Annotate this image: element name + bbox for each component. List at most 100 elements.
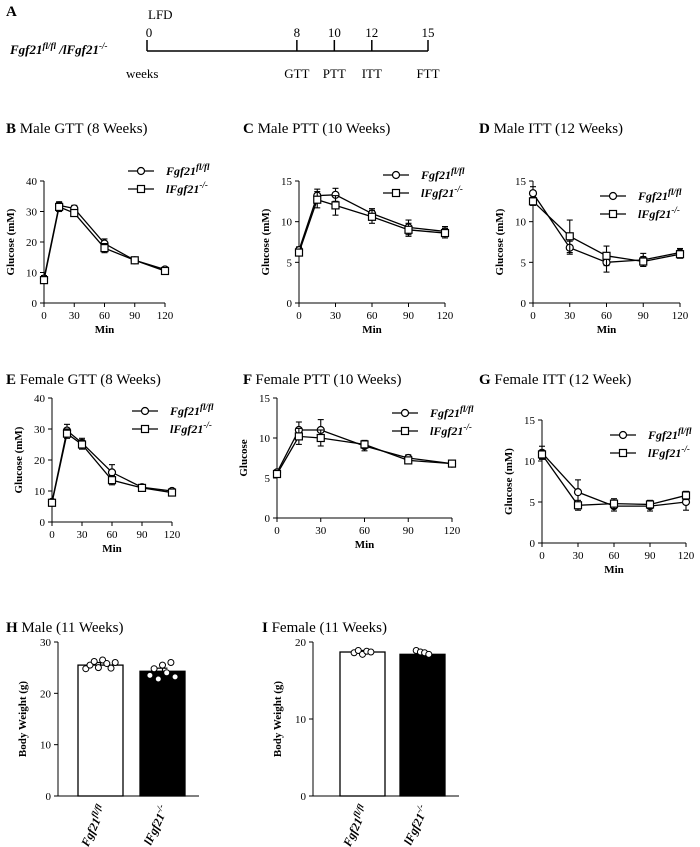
chart-g-panel-letter: G <box>479 372 494 388</box>
chart-e-series-1-line <box>51 432 173 503</box>
chart-b-series-1-point-3 <box>100 244 109 253</box>
chart-e-legend-label-1: lFgf21-/- <box>170 420 212 436</box>
chart-h-ylabel: Body Weight (g) <box>17 681 29 758</box>
chart-f-ytick-label-15: 15 <box>259 393 271 405</box>
chart-g-legend-sup-1: -/- <box>681 444 690 454</box>
chart-b-title-text: Male GTT (8 Weeks) <box>20 121 148 137</box>
chart-h-category-label-0: Fgf21fl/fl <box>76 802 110 847</box>
chart-d-legend-marker-1 <box>608 209 618 219</box>
chart-e-series-1-point-5 <box>167 488 177 497</box>
chart-g-series-1-point-4 <box>681 491 691 500</box>
chart-c-series-1-point-0 <box>294 248 304 257</box>
chart-f-series-1-point-5 <box>447 459 457 468</box>
chart-g-title-text: Female ITT (12 Week) <box>494 372 631 388</box>
panel-label-a: A <box>6 4 17 20</box>
chart-d-xtick-label-0: 0 <box>530 310 536 322</box>
chart-h-title: H Male (11 Weeks) <box>6 620 124 636</box>
chart-d-series-1-point-0 <box>528 197 538 206</box>
chart-g-series-1-point-1 <box>573 501 583 510</box>
chart-c-series-1-point-1 <box>313 195 322 204</box>
timeline-week-0: 0 <box>146 25 153 40</box>
chart-i-ytick-label-20: 20 <box>295 637 307 649</box>
chart-c-series-1-point-4 <box>404 225 413 234</box>
chart-h-category-sup-1: -/- <box>153 803 166 815</box>
chart-b-series-1-point-0 <box>39 276 49 285</box>
chart-i-panel-letter: I <box>262 620 272 636</box>
chart-h-bar-1-dot-0 <box>146 671 154 679</box>
chart-f-ytick-label-0: 0 <box>265 513 271 525</box>
chart-d-series-0-point-0 <box>528 189 538 198</box>
chart-c-legend-label-1: lFgf21-/- <box>421 184 463 200</box>
chart-d-legend-sup-0: fl/fl <box>668 187 682 197</box>
chart-e-xtick-label-90: 90 <box>137 529 149 541</box>
chart-g-xlabel: Min <box>604 564 624 576</box>
chart-e-ytick-label-30: 30 <box>34 424 46 436</box>
chart-c-ytick-label-15: 15 <box>281 176 293 188</box>
timeline-genotype-label: Fgf21fl/fl /lFgf21-/- <box>9 41 107 57</box>
chart-e-series-1-point-3 <box>107 476 117 485</box>
chart-h-bar-1-dot-2 <box>154 675 162 683</box>
chart-b-series-1-point-5 <box>160 266 170 276</box>
chart-h-bar-1 <box>139 670 186 797</box>
timeline-test-itt: ITT <box>362 66 382 81</box>
chart-c-ylabel: Glucose (mM) <box>260 208 272 275</box>
chart-e-xlabel: Min <box>102 543 122 555</box>
chart-d-ytick-label-5: 5 <box>521 257 527 269</box>
chart-e-title: E Female GTT (8 Weeks) <box>6 372 161 388</box>
chart-i-bar-0-dot-4 <box>367 648 375 656</box>
chart-h-bar-1-dot-5 <box>167 659 175 667</box>
chart-e-ytick-label-40: 40 <box>34 393 46 405</box>
chart-g-legend-marker-1 <box>618 448 628 458</box>
chart-i-bar-0-dot-1 <box>354 646 362 654</box>
timeline-week-10: 10 <box>328 25 341 40</box>
chart-i-category-label-1: lFgf21-/- <box>399 803 431 847</box>
chart-f-panel-letter: F <box>243 372 255 388</box>
chart-i-bar-0 <box>339 651 386 797</box>
chart-i-category-name-1: lFgf21 <box>401 811 428 847</box>
chart-c-title-text: Male PTT (10 Weeks) <box>258 121 391 137</box>
chart-h-ytick-label-20: 20 <box>40 688 52 700</box>
chart-f-legend-label-1: lFgf21-/- <box>430 422 472 438</box>
chart-h-ytick-label-0: 0 <box>46 791 52 803</box>
chart-b-ytick-label-30: 30 <box>26 207 38 219</box>
chart-b-legend-marker-0 <box>136 166 146 176</box>
chart-e-series-0-point-3 <box>107 468 117 477</box>
chart-g-legend-sup-0: fl/fl <box>678 426 692 436</box>
chart-e-series-1-point-2 <box>77 440 87 449</box>
chart-h-category-name-0: Fgf21 <box>78 816 104 847</box>
timeline-week-8: 8 <box>294 25 301 40</box>
chart-b-panel-letter: B <box>6 121 20 137</box>
chart-h-bar-0-dot-2 <box>90 658 98 666</box>
chart-e-legend-sup-1: -/- <box>203 420 212 430</box>
chart-f-ylabel: Glucose <box>238 439 250 476</box>
chart-b-series-1-point-4 <box>130 256 139 265</box>
chart-c-legend-marker-0 <box>391 170 401 180</box>
chart-d-legend-label-1: lFgf21-/- <box>638 205 680 221</box>
chart-g-xtick-label-30: 30 <box>573 550 585 562</box>
chart-d-title: D Male ITT (12 Weeks) <box>479 121 623 137</box>
chart-g-ytick-label-15: 15 <box>524 415 536 427</box>
chart-e-legend-marker-1 <box>140 424 150 434</box>
chart-e-ylabel: Glucose (mM) <box>13 426 25 493</box>
chart-i-ylabel: Body Weight (g) <box>272 681 284 758</box>
chart-b-xtick-label-120: 120 <box>157 310 174 322</box>
chart-f-xtick-label-120: 120 <box>444 525 461 537</box>
chart-c-series-1-point-3 <box>367 212 377 221</box>
chart-f-legend-name-1: lFgf21 <box>430 424 463 438</box>
chart-f-legend-marker-1 <box>400 426 410 436</box>
chart-b-ytick-label-40: 40 <box>26 176 38 188</box>
timeline-test-ptt: PTT <box>323 66 346 81</box>
chart-b-xtick-label-0: 0 <box>41 310 47 322</box>
chart-f-xtick-label-0: 0 <box>274 525 280 537</box>
chart-d-series-1-point-1 <box>565 232 574 241</box>
chart-d-title-text: Male ITT (12 Weeks) <box>494 121 623 137</box>
chart-b-title: B Male GTT (8 Weeks) <box>6 121 148 137</box>
chart-b-ytick-label-10: 10 <box>26 268 38 280</box>
chart-e-legend-name-0: Fgf21 <box>169 404 200 418</box>
chart-h-panel-letter: H <box>6 620 21 636</box>
chart-e-legend-sup-0: fl/fl <box>200 402 214 412</box>
chart-e-series-1-point-0 <box>47 498 57 507</box>
timeline-week-12: 12 <box>365 25 378 40</box>
chart-g-xtick-label-120: 120 <box>678 550 695 562</box>
chart-f-legend-marker-0 <box>400 408 410 418</box>
